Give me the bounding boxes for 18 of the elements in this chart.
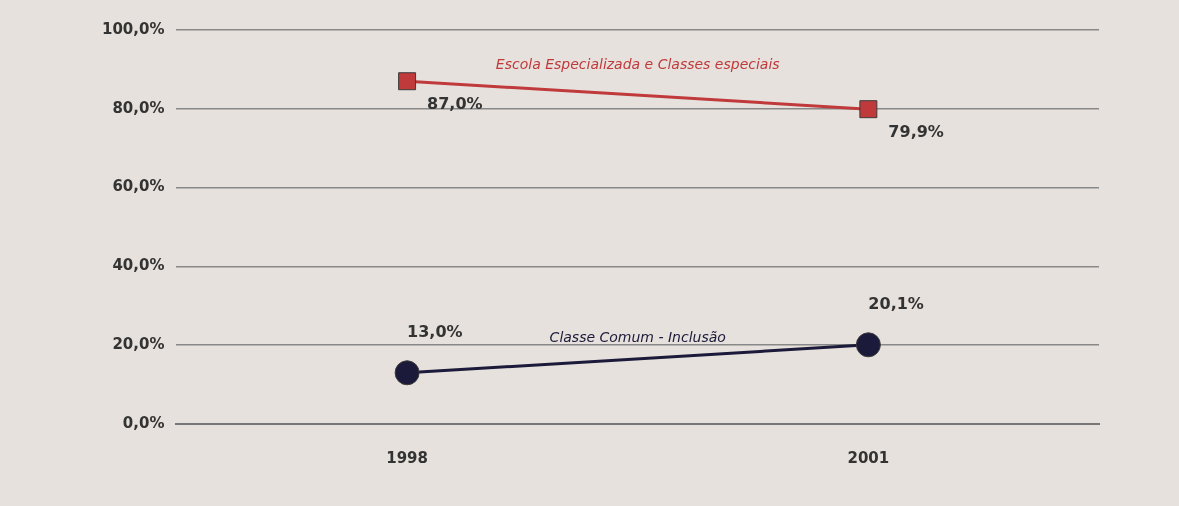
- y-tick-label: 20,0%: [112, 335, 165, 354]
- point: [394, 360, 420, 386]
- point: [398, 72, 417, 91]
- x-tick-label: 1998: [386, 448, 428, 467]
- y-tick-label: 60,0%: [112, 177, 165, 196]
- series-label: Classe Comum - Inclusão: [549, 329, 726, 346]
- x-tick-label: 2001: [847, 448, 890, 467]
- y-tick-label: 100,0%: [101, 19, 165, 38]
- data-label: 79,9%: [888, 122, 944, 142]
- y-tick-label: 40,0%: [112, 256, 165, 275]
- data-label: 87,0%: [427, 94, 483, 114]
- y-tick-label: 0,0%: [122, 413, 165, 432]
- series-label: Escola Especializada e Classes especiais: [495, 55, 780, 72]
- point: [859, 100, 878, 119]
- point: [855, 332, 881, 358]
- y-tick-label: 80,0%: [112, 98, 165, 117]
- data-label: 13,0%: [407, 321, 463, 341]
- data-label: 20,1%: [868, 293, 924, 313]
